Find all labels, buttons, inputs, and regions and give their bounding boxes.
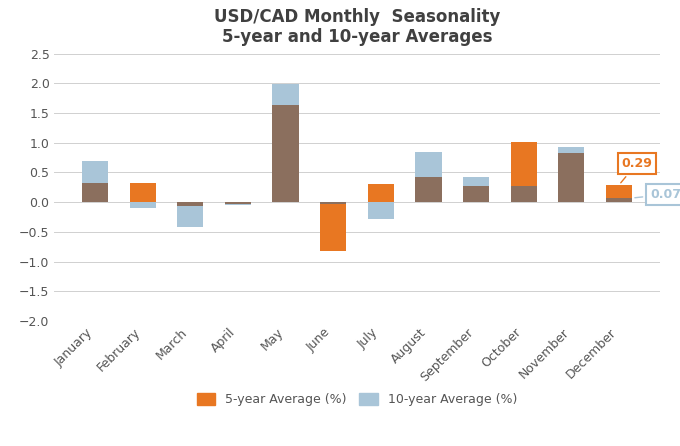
Bar — [273, 105, 299, 202]
Bar — [320, 202, 346, 204]
Bar — [415, 177, 441, 202]
Bar — [130, 202, 156, 208]
Bar — [606, 185, 632, 202]
Bar — [368, 202, 394, 219]
Text: 0.07: 0.07 — [635, 188, 680, 201]
Bar — [511, 186, 537, 202]
Bar — [368, 184, 394, 202]
Bar — [415, 177, 441, 202]
Bar — [225, 202, 251, 205]
Bar — [320, 202, 346, 204]
Bar — [225, 202, 251, 204]
Bar — [82, 183, 108, 202]
Bar — [82, 161, 108, 202]
Bar — [463, 177, 489, 202]
Title: USD/CAD Monthly  Seasonality
5-year and 10-year Averages: USD/CAD Monthly Seasonality 5-year and 1… — [214, 8, 500, 46]
Text: 0.29: 0.29 — [621, 157, 652, 183]
Bar — [606, 198, 632, 202]
Bar — [320, 202, 346, 251]
Bar — [415, 152, 441, 202]
Bar — [225, 202, 251, 204]
Bar — [463, 186, 489, 202]
Bar — [177, 202, 203, 206]
Bar — [463, 186, 489, 202]
Bar — [558, 153, 584, 202]
Bar — [177, 202, 203, 227]
Bar — [82, 183, 108, 202]
Bar — [606, 198, 632, 202]
Bar — [177, 202, 203, 206]
Bar — [558, 153, 584, 202]
Bar — [273, 84, 299, 202]
Bar — [130, 182, 156, 202]
Bar — [511, 186, 537, 202]
Bar — [558, 148, 584, 202]
Legend: 5-year Average (%), 10-year Average (%): 5-year Average (%), 10-year Average (%) — [192, 388, 522, 411]
Bar — [511, 141, 537, 202]
Bar — [273, 105, 299, 202]
